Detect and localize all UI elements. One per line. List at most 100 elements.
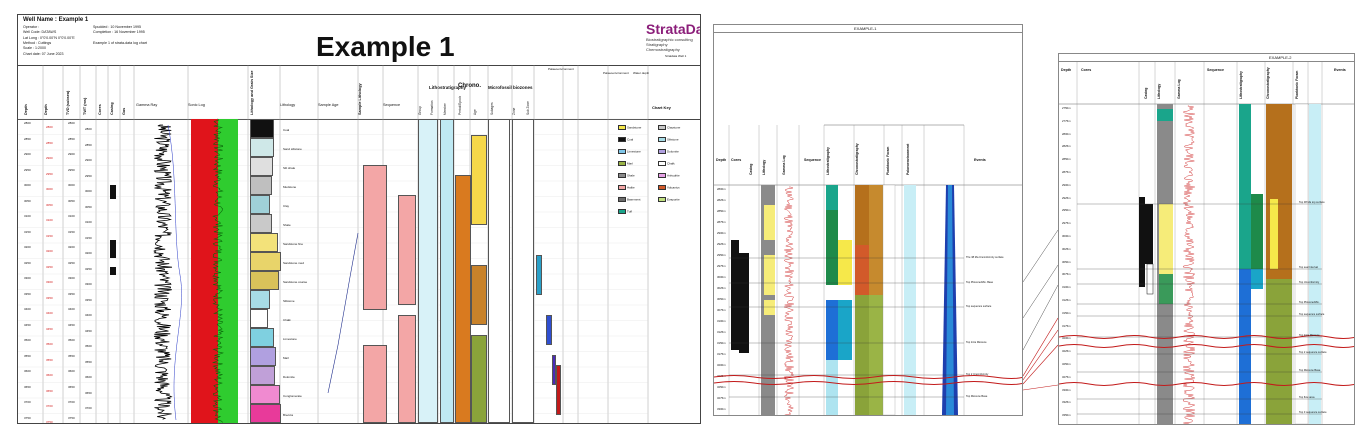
key-swatch xyxy=(618,137,626,142)
event-label: Top Pliocene/Mio. Base xyxy=(966,281,994,284)
depth-label: 3125m xyxy=(717,330,726,334)
formation-blue xyxy=(826,300,838,360)
depth-label-twt: 3700 xyxy=(85,406,92,410)
unconformity-line-2 xyxy=(714,381,1022,385)
correlation-line-7 xyxy=(1023,384,1058,391)
key-label: Siltstone xyxy=(667,137,679,142)
depth-label: 3600 xyxy=(24,369,31,373)
logo-name: StrataData xyxy=(646,21,700,37)
biozone-block-3 xyxy=(536,255,542,295)
depth-label: 2850m xyxy=(717,209,726,213)
lithology-yellow-2 xyxy=(764,255,775,295)
event-label: Top Unconformity xyxy=(1299,281,1320,284)
key-swatch xyxy=(618,149,626,154)
depth-label: 2800m xyxy=(1062,131,1071,136)
composite-log-sheet: Well Name : Example 1 Operator : Well Cod… xyxy=(17,14,701,424)
core-marker-3 xyxy=(110,267,116,275)
gamma-curve xyxy=(783,186,795,415)
key-item: Anhydrite xyxy=(658,173,680,178)
depth-label: 2900m xyxy=(1062,182,1071,187)
depth-label-red: 3650 xyxy=(46,388,53,393)
depth-label-twt: 3250 xyxy=(85,266,92,271)
event-label: Top 2 sequence surface xyxy=(1299,351,1327,354)
lithology-block xyxy=(250,138,274,157)
depth-label: 3450 xyxy=(24,322,31,327)
key-item: Dolomite xyxy=(658,149,679,154)
depth-label: 3325m xyxy=(1062,400,1071,405)
depth-label: 3075m xyxy=(1062,272,1071,277)
depth-label: 3400 xyxy=(24,307,31,311)
depth-label-tvd: 3450 xyxy=(68,322,75,327)
key-label: Dolomite xyxy=(667,149,679,154)
core-bar-3 xyxy=(1146,263,1154,295)
depth-label: 2950 xyxy=(24,167,31,172)
palaeo-depth-highlight xyxy=(946,185,954,415)
lithology-block xyxy=(250,404,282,423)
depth-label-red: 3700 xyxy=(46,404,53,408)
key-label: Marl xyxy=(627,161,633,166)
event-label: Top Intra Miocene xyxy=(966,341,987,344)
depth-label-twt: 2900 xyxy=(85,158,92,162)
event-lines xyxy=(1077,203,1322,415)
key-label: Shale xyxy=(627,173,635,178)
depth-label-tvd: 2950 xyxy=(68,167,75,172)
depth-label: 3150m xyxy=(1062,310,1071,315)
biozone-block-1 xyxy=(488,119,510,423)
core-marker-2 xyxy=(110,240,116,258)
depth-label-red: 3250 xyxy=(46,264,53,269)
event-label: Top 38 Ma top surface xyxy=(1299,201,1325,204)
correlation-line-5 xyxy=(1023,329,1058,381)
depth-label-tvd: 3650 xyxy=(68,384,75,389)
info-line: Example 1 of strata-data log chart xyxy=(93,40,147,45)
depth-label-twt: 3600 xyxy=(85,375,92,379)
sequence-block-2 xyxy=(398,195,416,305)
depth-label: 3200 xyxy=(24,245,31,249)
sonic-curve xyxy=(153,124,173,420)
info-line: Scale : 1:2000 xyxy=(23,46,46,51)
event-label: Top Pliocene/Mio. xyxy=(1299,301,1320,304)
core-bar-1 xyxy=(731,240,739,350)
column-header: Events xyxy=(974,158,986,162)
key-label: Sandstone xyxy=(627,125,642,130)
depth-label-red: 3300 xyxy=(46,280,53,284)
depth-label-twt: 3150 xyxy=(85,235,92,240)
panel-graphics xyxy=(714,124,1022,415)
sample-age-curve xyxy=(327,232,359,394)
depth-label: 2825m xyxy=(1062,144,1071,149)
key-swatch xyxy=(618,161,626,166)
depth-label: 2975m xyxy=(1062,221,1071,226)
subzone-lightblue xyxy=(1309,104,1321,424)
depth-label: 3300m xyxy=(1062,387,1071,392)
event-label: Top Miocene Base xyxy=(1299,369,1321,372)
depth-label-twt: 3750 xyxy=(85,421,92,424)
depth-label: 3025m xyxy=(1062,246,1071,251)
lithology-block xyxy=(250,309,268,328)
formation-green xyxy=(826,210,838,285)
depth-label: 3100m xyxy=(717,319,726,323)
depth-label: 2850m xyxy=(1062,157,1071,162)
chrono-brown xyxy=(855,185,869,245)
lithology-block xyxy=(250,195,271,214)
key-swatch xyxy=(658,125,666,130)
core-bar-1 xyxy=(1139,197,1145,287)
formation-blue xyxy=(1239,269,1251,424)
panel-header-bar xyxy=(1059,54,1354,62)
stratadata-logo: StrataData Biostratigraphic consultingSt… xyxy=(646,21,700,52)
depth-label: 3750 xyxy=(24,415,31,420)
key-swatch xyxy=(658,185,666,190)
depth-label: 3275m xyxy=(717,396,726,400)
depth-label-red: 3400 xyxy=(46,311,53,315)
chrono-olive xyxy=(1266,279,1292,424)
depth-label-twt: 3550 xyxy=(85,359,92,364)
info-line: Operator : xyxy=(23,25,40,29)
depth-label-twt: 3450 xyxy=(85,328,92,333)
depth-label: 3050m xyxy=(1062,259,1071,264)
core-bar-2 xyxy=(1145,204,1153,264)
panel-header-bar xyxy=(714,25,1022,33)
key-label: Limestone xyxy=(627,149,641,154)
depth-label: 3300m xyxy=(717,407,726,411)
unconformity-line-1 xyxy=(714,375,1022,379)
key-swatch xyxy=(658,149,666,154)
key-item: Siltstone xyxy=(658,137,679,142)
page-title: Example 1 xyxy=(316,31,455,62)
